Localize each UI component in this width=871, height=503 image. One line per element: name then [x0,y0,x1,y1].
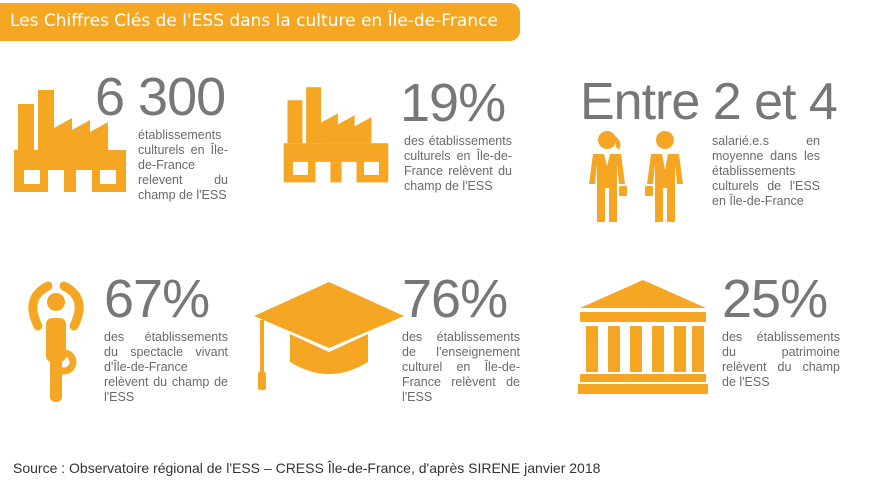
stat-description: des établissements du spectacle vivant d… [104,330,228,404]
stat-value: 67% [104,269,210,329]
page-title: Les Chiffres Clés de l'ESS dans la cultu… [10,11,498,31]
stat-description: établissements culturels en Île-de-Franc… [138,128,228,202]
yoga-pose-icon [28,281,84,402]
stat-value: 76% [402,269,508,329]
factory-icon [14,90,126,192]
stat-description: des établissements de l'enseignement cul… [402,330,520,404]
stat-description: des établissements culturels en Île-de-F… [404,134,512,193]
stat-description: des établissements du patrimoine relèven… [722,330,840,389]
stat-value: 25% [722,269,828,329]
stat-value: 19% [400,73,506,133]
source-note: Source : Observatoire régional de l'ESS … [13,460,601,476]
stat-value: Entre 2 et 4 [580,73,838,131]
museum-icon [578,280,708,394]
employees-icon [589,131,683,222]
stat-description: salarié.e.s en moyenne dans les établiss… [712,134,820,208]
stat-value: 6 300 [95,67,226,127]
title-banner: Les Chiffres Clés de l'ESS dans la cultu… [0,3,520,41]
factory-icon [283,87,389,183]
graduation-cap-icon [254,282,404,390]
